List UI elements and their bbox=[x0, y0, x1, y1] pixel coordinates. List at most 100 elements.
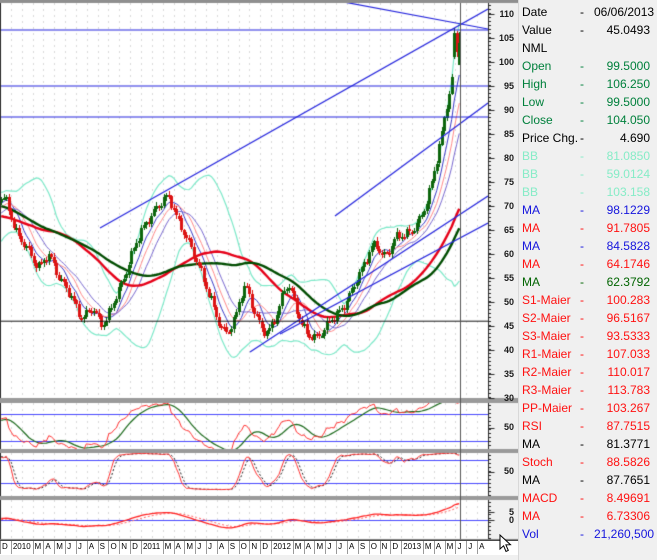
x-axis-month-label: A bbox=[173, 541, 185, 554]
x-axis-month-label: N bbox=[379, 541, 391, 554]
readout-row: R3-Maier - 113.783 bbox=[519, 381, 657, 399]
readout-row: MA - 98.1229 bbox=[519, 201, 657, 219]
readout-dash: - bbox=[580, 527, 584, 541]
readout-dash: - bbox=[580, 257, 584, 271]
readout-value: 100.283 bbox=[606, 293, 650, 307]
readout-label: Value bbox=[522, 23, 552, 37]
x-axis-month-label: O bbox=[238, 541, 250, 554]
readout-row: MA - 6.73306 bbox=[519, 507, 657, 525]
readout-dash: - bbox=[580, 113, 584, 127]
readout-row: R1-Maier - 107.033 bbox=[519, 345, 657, 363]
readout-label: MA bbox=[522, 221, 540, 235]
readout-row: MA - 91.7805 bbox=[519, 219, 657, 237]
readout-label: NML bbox=[522, 41, 548, 55]
readout-row: MA - 62.3792 bbox=[519, 273, 657, 291]
readout-value: 64.1746 bbox=[606, 257, 650, 271]
readout-value: 88.5826 bbox=[606, 455, 650, 469]
readout-value: 87.7651 bbox=[606, 473, 650, 487]
bottom-strip bbox=[0, 555, 518, 560]
x-axis-month-label: 2013 bbox=[401, 541, 423, 554]
readout-value: 99.5000 bbox=[606, 59, 650, 73]
readout-label: S1-Maier bbox=[522, 293, 571, 307]
readout-dash: - bbox=[580, 311, 584, 325]
x-axis-month-label: J bbox=[325, 541, 336, 554]
readout-dash: - bbox=[580, 239, 584, 253]
x-axis-month-label: O bbox=[368, 541, 380, 554]
readout-dash: - bbox=[580, 383, 584, 397]
readout-row: High - 106.250 bbox=[519, 75, 657, 93]
readout-dash: - bbox=[580, 131, 584, 145]
time-axis[interactable]: D 2010 M A M J J A S O N D 2011 M A M J J A S O N D 2012 M A M J J A S… bbox=[0, 540, 518, 555]
readout-row: BB - 59.0124 bbox=[519, 165, 657, 183]
x-axis-month-label: M bbox=[314, 541, 325, 554]
readout-label: BB bbox=[522, 185, 539, 199]
readout-row: BB - 103.158 bbox=[519, 183, 657, 201]
x-axis-month-label: N bbox=[249, 541, 260, 554]
x-axis-month-label: J bbox=[195, 541, 206, 554]
readout-label: BB bbox=[522, 149, 539, 163]
readout-value: 96.5167 bbox=[606, 311, 650, 325]
readout-label: MA bbox=[522, 275, 540, 289]
readout-dash: - bbox=[580, 365, 584, 379]
readout-label: MA bbox=[522, 473, 540, 487]
data-readout-panel: Date -06/06/2013 Value - 45.0493 NML Open - 99.5… bbox=[518, 0, 657, 560]
readout-row: Value - 45.0493 bbox=[519, 21, 657, 39]
readout-label: RSI bbox=[522, 419, 543, 433]
readout-value: 8.49691 bbox=[606, 491, 650, 505]
readout-label: R2-Maier bbox=[522, 365, 572, 379]
readout-value: 98.1229 bbox=[606, 203, 650, 217]
readout-value: 99.5000 bbox=[606, 95, 650, 109]
readout-dash: - bbox=[580, 23, 584, 37]
readout-label: S3-Maier bbox=[522, 329, 571, 343]
x-axis-month-label: M bbox=[162, 541, 174, 554]
x-axis-month-label: O bbox=[108, 541, 119, 554]
readout-dash: - bbox=[580, 509, 584, 523]
readout-row: MA - 84.5828 bbox=[519, 237, 657, 255]
x-axis-month-label: N bbox=[119, 541, 130, 554]
readout-row: Date -06/06/2013 bbox=[519, 3, 657, 21]
x-axis-month-label: A bbox=[216, 541, 228, 554]
readout-label: Open bbox=[522, 59, 552, 73]
readout-value: 84.5828 bbox=[606, 239, 650, 253]
readout-value: 62.3792 bbox=[606, 275, 650, 289]
readout-label: S2-Maier bbox=[522, 311, 571, 325]
readout-dash: - bbox=[580, 491, 584, 505]
readout-dash: - bbox=[580, 95, 584, 109]
readout-value: 81.3771 bbox=[606, 437, 650, 451]
readout-value: 45.0493 bbox=[606, 23, 650, 37]
readout-label: Low bbox=[522, 95, 545, 109]
readout-label: Price Chg. bbox=[522, 131, 579, 145]
readout-row: RSI - 87.7515 bbox=[519, 417, 657, 435]
readout-value: 91.7805 bbox=[606, 221, 650, 235]
readout-value: 103.267 bbox=[606, 401, 650, 415]
x-axis-month-label: S bbox=[227, 541, 239, 554]
readout-dash: - bbox=[580, 5, 584, 19]
readout-label: MA bbox=[522, 239, 540, 253]
x-axis-month-label: 2011 bbox=[140, 541, 163, 554]
readout-dash: - bbox=[580, 329, 584, 343]
readout-label: MA bbox=[522, 203, 540, 217]
x-axis-month-label: A bbox=[43, 541, 54, 554]
readout-value: 87.7515 bbox=[606, 419, 650, 433]
x-axis-month-label: J bbox=[455, 541, 466, 554]
readout-dash: - bbox=[580, 455, 584, 469]
readout-dash: - bbox=[580, 203, 584, 217]
readout-dash: - bbox=[580, 77, 584, 91]
x-axis-month-label: A bbox=[347, 541, 358, 554]
readout-row: Close - 104.050 bbox=[519, 111, 657, 129]
readout-row: MA - 81.3771 bbox=[519, 435, 657, 453]
readout-value: 103.158 bbox=[606, 185, 650, 199]
x-axis-month-label: D bbox=[260, 541, 271, 554]
x-axis-month-label: J bbox=[65, 541, 76, 554]
readout-row: MA - 64.1746 bbox=[519, 255, 657, 273]
readout-value: 06/06/2013 bbox=[594, 5, 655, 19]
readout-dash: - bbox=[580, 437, 584, 451]
mouse-cursor-icon bbox=[499, 534, 512, 553]
readout-dash: - bbox=[580, 473, 584, 487]
readout-dash: - bbox=[580, 401, 584, 415]
price-chart-canvas[interactable] bbox=[0, 0, 518, 540]
x-axis-month-label: M bbox=[444, 541, 456, 554]
readout-dash: - bbox=[580, 59, 584, 73]
readout-dash: - bbox=[580, 185, 584, 199]
readout-dash: - bbox=[580, 167, 584, 181]
